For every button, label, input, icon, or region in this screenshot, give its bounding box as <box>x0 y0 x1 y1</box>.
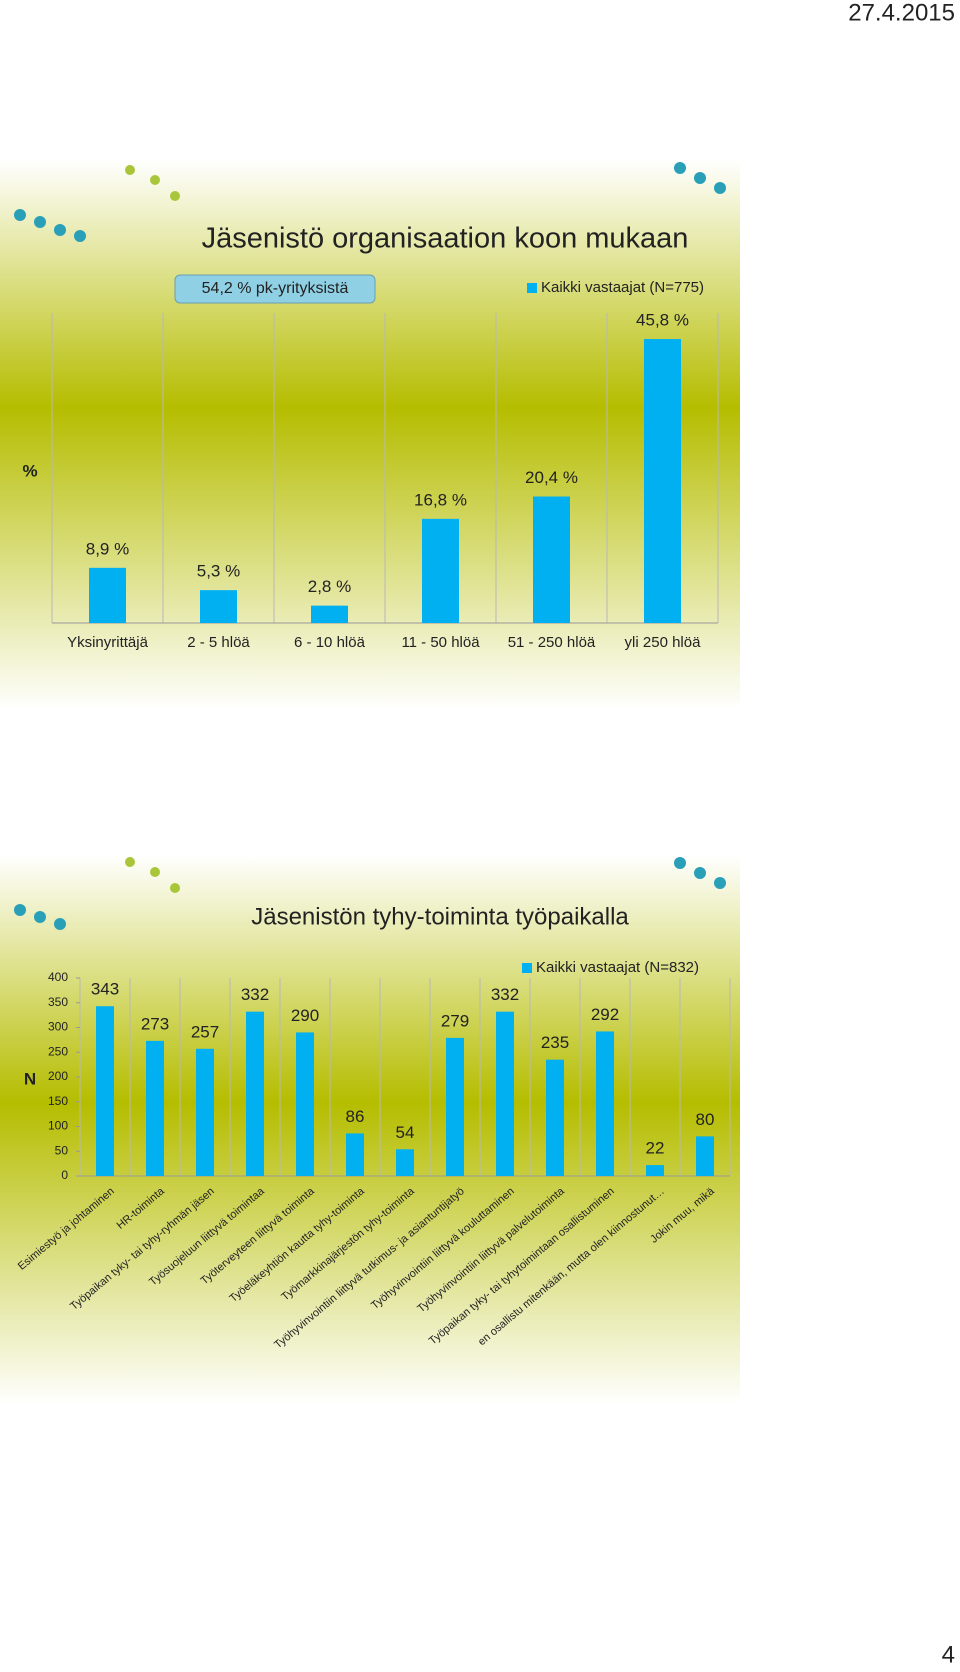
bar <box>89 567 126 623</box>
legend-swatch <box>527 283 537 293</box>
x-tick-label: 11 - 50 hlöä <box>401 634 480 651</box>
value-label: 290 <box>291 1006 319 1025</box>
value-label: 292 <box>591 1005 619 1024</box>
y-tick-label: 300 <box>48 1020 68 1034</box>
bar <box>396 1149 414 1176</box>
bar <box>546 1059 564 1176</box>
bar <box>496 1011 514 1176</box>
value-label: 22 <box>646 1139 665 1158</box>
annotation: 54,2 % pk-yrityksistä <box>202 280 349 297</box>
chart-title: Jäsenistö organisaation koon mukaan <box>202 223 689 255</box>
legend-swatch <box>522 963 532 973</box>
value-label: 257 <box>191 1022 219 1041</box>
x-tick-label: 51 - 250 hlöä <box>508 634 596 651</box>
y-tick-label: 200 <box>48 1069 68 1083</box>
value-label: 20,4 % <box>525 468 578 487</box>
bar <box>346 1133 364 1176</box>
bar <box>644 339 681 623</box>
bar <box>246 1011 264 1176</box>
chart-title: Jäsenistön tyhy-toiminta työpaikalla <box>251 903 629 930</box>
bar <box>196 1048 214 1176</box>
value-label: 5,3 % <box>197 562 240 581</box>
x-tick-label: 6 - 10 hlöä <box>294 634 366 651</box>
value-label: 16,8 % <box>414 490 467 509</box>
value-label: 332 <box>241 985 269 1004</box>
bar <box>296 1032 314 1176</box>
value-label: 343 <box>91 980 119 999</box>
y-tick-label: 50 <box>55 1143 69 1157</box>
decoration <box>14 162 726 930</box>
x-tick-label: Yksinyrittäjä <box>67 634 149 651</box>
value-label: 273 <box>141 1014 169 1033</box>
value-label: 54 <box>396 1123 415 1142</box>
decoration <box>125 165 180 893</box>
value-label: 86 <box>346 1107 365 1126</box>
date: 27.4.2015 <box>848 0 955 26</box>
bar <box>533 496 570 623</box>
x-tick-label: 2 - 5 hlöä <box>187 634 250 651</box>
bar <box>646 1165 664 1176</box>
bar <box>146 1040 164 1176</box>
bar <box>596 1031 614 1176</box>
legend-label: Kaikki vastaajat (N=775) <box>541 279 704 296</box>
y-tick-label: 150 <box>48 1094 68 1108</box>
bar <box>696 1136 714 1176</box>
bar <box>311 605 348 623</box>
value-label: 2,8 % <box>308 577 351 596</box>
value-label: 80 <box>696 1110 715 1129</box>
bar <box>422 518 459 623</box>
value-label: 235 <box>541 1033 569 1052</box>
value-label: 8,9 % <box>86 539 129 558</box>
y-axis-label: N <box>24 1069 36 1088</box>
page-number: 4 <box>942 1641 955 1668</box>
value-label: 279 <box>441 1011 469 1030</box>
x-tick-label: yli 250 hlöä <box>625 634 702 651</box>
value-label: 332 <box>491 985 519 1004</box>
value-label: 45,8 % <box>636 311 689 330</box>
bar <box>96 1006 114 1176</box>
y-tick-label: 0 <box>61 1168 68 1182</box>
y-axis-label: % <box>22 461 37 480</box>
y-tick-label: 350 <box>48 995 68 1009</box>
bar <box>200 590 237 623</box>
y-tick-label: 250 <box>48 1044 68 1058</box>
y-tick-label: 400 <box>48 970 68 984</box>
legend-label: Kaikki vastaajat (N=832) <box>536 959 699 976</box>
y-tick-label: 100 <box>48 1119 68 1133</box>
bar <box>446 1037 464 1176</box>
annotation-box <box>174 274 376 304</box>
slide-background <box>0 855 740 1405</box>
